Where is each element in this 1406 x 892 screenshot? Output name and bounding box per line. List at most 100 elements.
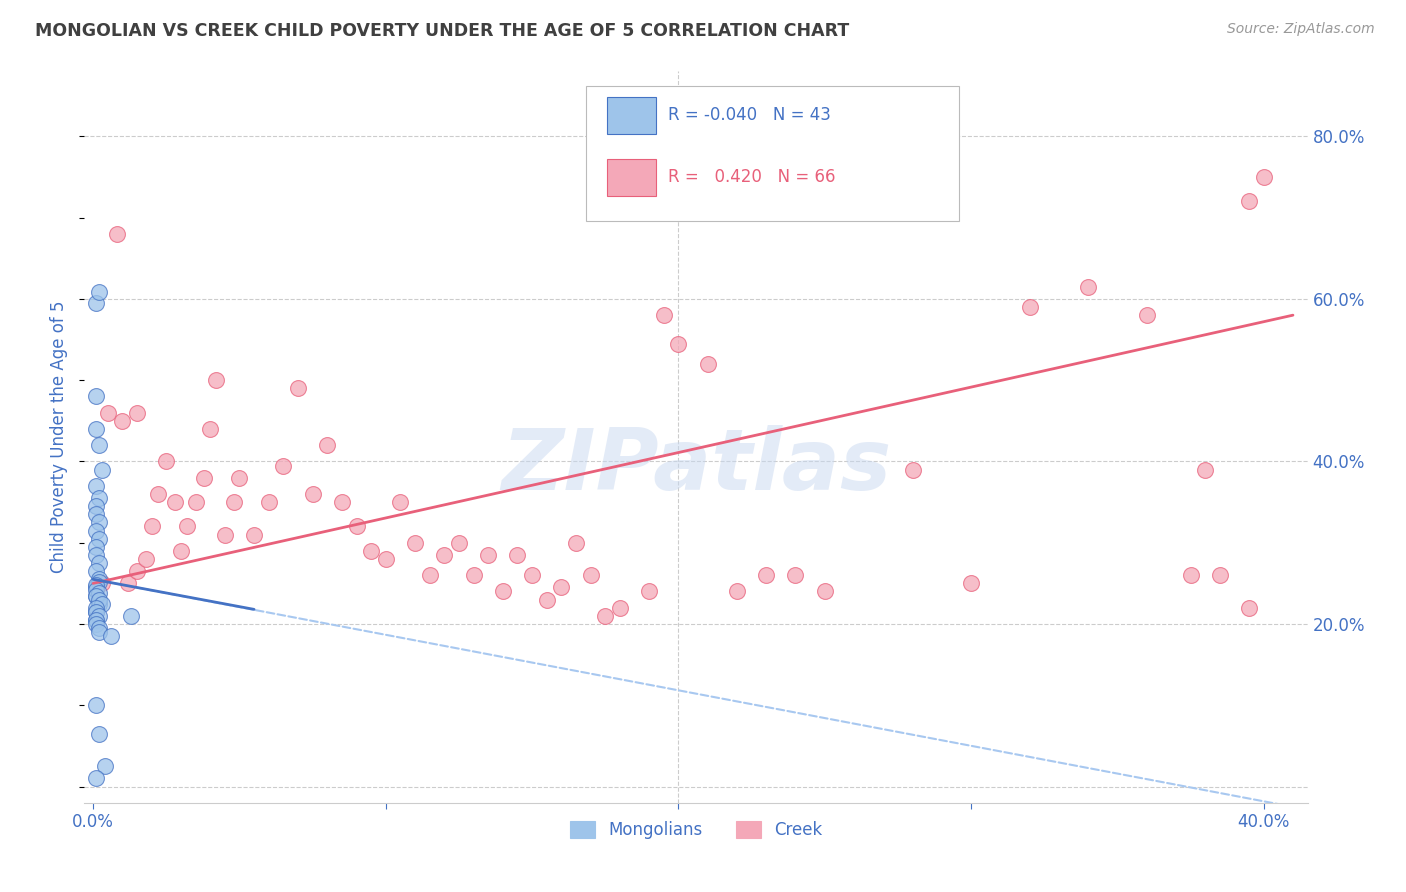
Point [652,308,675,322]
Point [316,438,339,452]
Point [176,519,198,533]
Point [87,621,110,635]
Point [901,462,924,476]
Point [117,576,139,591]
Point [1253,169,1275,184]
Point [120,608,142,623]
Point [725,584,748,599]
Point [90,462,112,476]
Point [84,524,107,538]
Point [125,564,148,578]
Point [593,608,616,623]
Point [506,548,529,562]
Point [205,373,228,387]
Point [90,597,112,611]
Point [492,584,515,599]
Point [301,487,323,501]
Legend: Mongolians, Creek: Mongolians, Creek [562,814,830,846]
Point [477,548,499,562]
Point [170,544,193,558]
Point [696,357,718,371]
Point [1237,600,1260,615]
Point [125,406,148,420]
Point [105,227,128,241]
Point [84,479,107,493]
Point [84,613,107,627]
Point [135,552,157,566]
Point [84,581,107,595]
Point [198,422,221,436]
Point [146,487,169,501]
Point [1209,568,1232,582]
Point [243,527,266,541]
Point [87,532,110,546]
Text: R = -0.040   N = 43: R = -0.040 N = 43 [668,106,831,124]
Point [87,438,110,452]
Point [94,759,117,773]
Text: Source: ZipAtlas.com: Source: ZipAtlas.com [1227,22,1375,37]
Point [404,535,426,549]
Point [84,605,107,619]
Point [84,582,107,597]
Point [84,613,107,627]
Point [273,458,295,473]
Point [960,576,983,591]
Point [287,381,309,395]
Point [374,552,396,566]
Point [447,535,470,549]
Point [638,584,661,599]
Y-axis label: Child Poverty Under the Age of 5: Child Poverty Under the Age of 5 [51,301,69,574]
Point [84,389,107,403]
Point [214,527,236,541]
Point [1237,194,1260,209]
Point [536,592,558,607]
Point [87,516,110,530]
Point [84,578,107,592]
Point [520,568,543,582]
Point [419,568,441,582]
Point [814,584,837,599]
Point [84,548,107,562]
Text: ZIPatlas: ZIPatlas [501,425,891,508]
Point [360,544,382,558]
Point [1136,308,1159,322]
Point [87,625,110,640]
Point [87,285,110,300]
Point [184,495,207,509]
Point [433,548,456,562]
Point [84,617,107,632]
Point [579,568,602,582]
Point [84,600,107,615]
Point [84,540,107,554]
Point [87,727,110,741]
Point [550,581,572,595]
Point [87,597,110,611]
Point [463,568,485,582]
Point [87,572,110,586]
Point [84,296,107,310]
Point [141,519,163,533]
Point [87,491,110,505]
Point [668,336,690,351]
Text: MONGOLIAN VS CREEK CHILD POVERTY UNDER THE AGE OF 5 CORRELATION CHART: MONGOLIAN VS CREEK CHILD POVERTY UNDER T… [35,22,849,40]
Point [84,589,107,603]
Point [87,586,110,600]
Point [222,495,245,509]
Point [565,535,588,549]
Point [111,414,134,428]
Point [1180,568,1202,582]
Point [87,556,110,570]
Point [155,454,177,468]
Point [228,471,250,485]
Point [1077,279,1099,293]
Point [1194,462,1216,476]
Point [84,508,107,522]
Point [84,564,107,578]
Point [97,406,120,420]
Point [785,568,807,582]
Point [389,495,412,509]
Point [90,576,112,591]
Text: R =   0.420   N = 66: R = 0.420 N = 66 [668,169,835,186]
FancyBboxPatch shape [586,86,959,221]
Point [755,568,778,582]
